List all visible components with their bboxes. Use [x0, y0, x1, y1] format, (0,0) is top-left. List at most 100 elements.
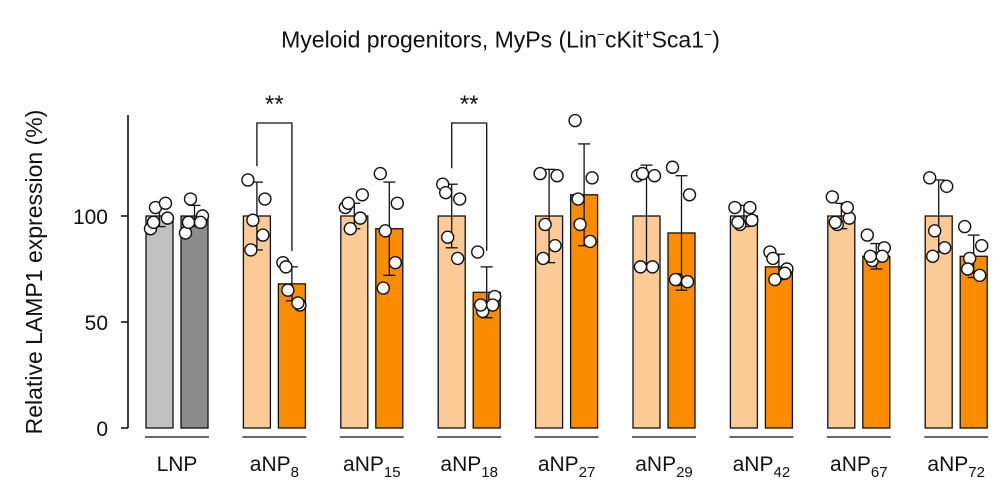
- data-point: [828, 215, 842, 230]
- data-point: [682, 188, 697, 202]
- bars: [143, 113, 989, 429]
- data-point: [647, 169, 662, 183]
- data-point: [840, 200, 854, 215]
- bar-group: [338, 166, 404, 429]
- data-point: [146, 215, 161, 230]
- data-point: [355, 188, 369, 202]
- data-point: [390, 196, 404, 210]
- data-point: [281, 283, 295, 297]
- x-tick-label-base: LNP: [157, 453, 198, 476]
- x-tick-label: LNP: [157, 453, 198, 476]
- title-close: ): [712, 26, 720, 53]
- x-tick-label-base: aNP: [635, 453, 676, 476]
- bar-group: [923, 171, 989, 429]
- x-tick-label: aNP42: [733, 453, 791, 481]
- data-point: [538, 217, 552, 232]
- data-point: [373, 166, 387, 181]
- data-point: [585, 171, 599, 185]
- data-point: [533, 166, 547, 181]
- data-point: [573, 217, 587, 232]
- data-point: [825, 190, 839, 204]
- x-tick-label: aNP27: [538, 453, 596, 481]
- x-tick-label-sub: 29: [676, 464, 693, 481]
- x-tick-label-base: aNP: [733, 453, 774, 476]
- significance-label: **: [265, 91, 284, 118]
- data-point: [439, 185, 453, 200]
- data-point: [486, 298, 500, 312]
- data-point: [958, 219, 972, 234]
- data-point: [923, 171, 937, 185]
- data-point: [181, 215, 196, 230]
- bar-group: [143, 192, 210, 429]
- bar: [764, 266, 794, 429]
- data-point: [938, 241, 952, 255]
- data-point: [766, 251, 780, 266]
- significance-markers: ** **: [256, 91, 488, 251]
- x-tick-label-base: aNP: [927, 453, 968, 476]
- data-point: [778, 266, 792, 280]
- bracket-line: [256, 122, 293, 251]
- data-point: [680, 275, 695, 289]
- bar-group: [533, 113, 599, 429]
- x-tick-label-sub: 15: [384, 464, 401, 481]
- significance-bracket: **: [451, 91, 488, 251]
- data-point: [633, 260, 648, 274]
- x-tick-label: aNP15: [343, 453, 401, 481]
- data-point: [550, 169, 564, 183]
- data-point: [973, 268, 987, 283]
- data-point: [453, 192, 467, 206]
- title-sup-lin: −: [596, 26, 606, 42]
- data-point: [193, 215, 208, 230]
- data-point: [635, 166, 650, 181]
- data-point: [926, 249, 940, 263]
- bar: [180, 215, 209, 429]
- data-point: [441, 230, 455, 244]
- bar: [827, 215, 856, 429]
- data-point: [244, 243, 258, 257]
- data-point: [183, 192, 198, 206]
- bar-group: [630, 160, 697, 429]
- data-point: [940, 179, 954, 194]
- x-tick-label: aNP67: [830, 453, 888, 481]
- title-sca1: Sca1: [651, 26, 705, 53]
- y-axis-label: Relative LAMP1 expression (%): [21, 110, 47, 435]
- chart-title: Myeloid progenitors, MyPs (Lin−cKit+Sca1…: [0, 26, 1001, 54]
- x-tick-label-sub: 72: [968, 464, 985, 481]
- data-point: [875, 249, 889, 263]
- bar: [729, 215, 759, 429]
- title-main: Myeloid progenitors, MyPs (Lin: [281, 26, 597, 53]
- data-point: [928, 224, 942, 238]
- x-tick-label-sub: 42: [773, 464, 790, 481]
- title-sup-sca1: −: [704, 26, 713, 42]
- x-tick-label-sub: 8: [291, 464, 299, 481]
- data-point: [975, 238, 989, 253]
- y-axis-label-group: Relative LAMP1 expression (%): [21, 110, 47, 435]
- data-point: [645, 260, 660, 274]
- data-point: [536, 251, 550, 266]
- data-point: [961, 262, 975, 276]
- data-point: [279, 260, 293, 274]
- data-point: [158, 196, 173, 210]
- data-point: [665, 160, 680, 174]
- data-point: [583, 234, 597, 249]
- data-point: [768, 272, 782, 287]
- x-tick-label-base: aNP: [343, 453, 384, 476]
- y-tick-label: 50: [85, 312, 108, 335]
- data-point: [378, 224, 392, 238]
- x-tick-label-sub: 18: [481, 464, 498, 481]
- data-point: [731, 215, 745, 230]
- data-point: [246, 213, 260, 227]
- data-point: [388, 255, 402, 270]
- data-point: [571, 192, 585, 206]
- data-point: [568, 113, 582, 128]
- data-point: [353, 211, 367, 225]
- data-point: [451, 251, 465, 266]
- significance-label: **: [460, 91, 479, 118]
- data-point: [474, 298, 488, 312]
- x-tick-label: aNP72: [927, 453, 985, 481]
- data-point: [241, 173, 255, 187]
- x-tick-label: aNP8: [250, 453, 299, 481]
- data-point: [743, 200, 757, 215]
- data-point: [341, 196, 355, 210]
